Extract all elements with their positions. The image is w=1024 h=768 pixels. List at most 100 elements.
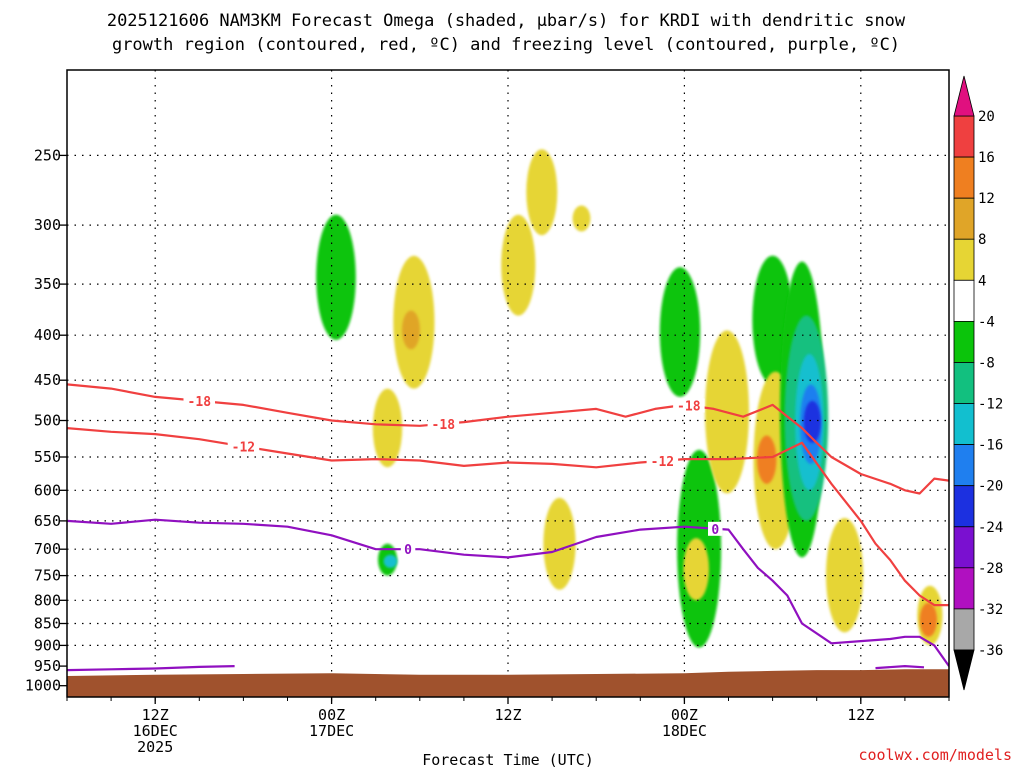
contour-label-bg-2-0: [400, 542, 416, 557]
y-tick-label-250: 250: [34, 146, 61, 164]
colorbar-label-4: 4: [978, 273, 986, 289]
colorbar-bin-9: [953, 485, 975, 528]
contour-label-bg-1-0: [227, 439, 260, 454]
colorbar-bin-10: [953, 526, 975, 569]
omega-region-24: [383, 554, 398, 568]
omega-region-19: [803, 400, 821, 443]
colorbar-label-8: -16: [978, 438, 1003, 454]
x-tick-label-18-1: 17DEC: [309, 722, 354, 740]
omega-region-7: [543, 497, 576, 590]
contour-label-2-1: 0: [711, 523, 719, 538]
contour-line-3: [67, 665, 235, 672]
plot-area: -18 -18 -18 -12 -12 0 0: [66, 69, 950, 698]
colorbar-label-7: -12: [978, 397, 1003, 413]
y-tick-label-950: 950: [34, 657, 61, 675]
chart-title-line1: 2025121606 NAM3KM Forecast Omega (shaded…: [107, 11, 906, 31]
colorbar-bin-1: [953, 156, 975, 199]
y-tick-label-300: 300: [34, 216, 61, 234]
colorbar-label-11: -28: [978, 561, 1003, 577]
omega-region-4: [526, 149, 558, 236]
colorbar-arrow-high: [953, 75, 975, 117]
colorbar-label-6: -8: [978, 356, 995, 372]
y-tick-label-800: 800: [34, 591, 61, 609]
contour-label-2-0: 0: [404, 543, 412, 558]
colorbar-arrow-low: [953, 649, 975, 691]
colorbar-label-1: 16: [978, 150, 995, 166]
omega-region-20: [826, 518, 864, 633]
contour-label-bg-0-0: [183, 393, 215, 408]
x-tick-label-42-0: 00Z: [671, 706, 698, 724]
colorbar-bin-7: [953, 403, 975, 445]
contour-label-bg-0-2: [673, 398, 705, 413]
colorbar-bin-12: [953, 608, 975, 651]
terrain-area: [67, 669, 949, 697]
omega-shading: [316, 149, 943, 648]
contour-labels: -18 -18 -18 -12 -12 0 0: [183, 393, 723, 558]
omega-region-3: [372, 388, 403, 468]
contour-label-bg-1-1: [646, 453, 679, 468]
chart-title-line2: growth region (contoured, red, ºC) and f…: [112, 35, 900, 55]
contour-label-0-1: -18: [432, 418, 456, 433]
x-tick-label-42-1: 18DEC: [662, 722, 707, 740]
colorbar-bin-6: [953, 362, 975, 404]
colorbar-label-13: -36: [978, 643, 1003, 659]
terrain: [67, 669, 949, 697]
contour-lines: [67, 383, 949, 672]
x-tick-label-54-0: 12Z: [847, 706, 874, 724]
omega-region-0: [316, 214, 356, 340]
contour-label-1-0: -12: [232, 440, 255, 455]
x-tick-label-6-1: 16DEC: [133, 722, 178, 740]
colorbar: 20 16 12 8 4 -4 -8 -12 -16 -20 -24 -28 -32 -36: [953, 75, 1003, 691]
y-tick-label-600: 600: [34, 481, 61, 499]
x-tick-label-18-0: 00Z: [318, 706, 345, 724]
contour-line-2: [67, 518, 949, 667]
x-tick-label-6-0: 12Z: [142, 706, 169, 724]
colorbar-label-9: -20: [978, 479, 1003, 495]
x-tick-label-6-2: 2025: [137, 738, 173, 756]
y-tick-label-400: 400: [34, 326, 61, 344]
y-tick-label-500: 500: [34, 412, 61, 430]
y-tick-label-350: 350: [34, 275, 61, 293]
colorbar-bin-0: [953, 115, 975, 158]
y-tick-label-550: 550: [34, 448, 61, 466]
colorbar-label-10: -24: [978, 520, 1003, 536]
omega-region-2: [402, 310, 420, 350]
x-tick-label-30-0: 12Z: [494, 706, 521, 724]
colorbar-label-5: -4: [978, 314, 995, 330]
omega-region-10: [683, 538, 709, 601]
credit-text: coolwx.com/models: [858, 746, 1012, 764]
colorbar-bin-8: [953, 444, 975, 487]
y-tick-label-700: 700: [34, 540, 61, 558]
y-tick-label-850: 850: [34, 615, 61, 633]
y-tick-label-1000: 1000: [25, 677, 61, 695]
colorbar-label-12: -32: [978, 602, 1003, 618]
contour-label-bg-0-1: [427, 416, 460, 431]
colorbar-label-0: 20: [978, 109, 995, 125]
omega-region-8: [659, 267, 701, 397]
y-axis: 250 300 350 400 450 500 550 600 650 700 750 800 850 9…: [25, 146, 67, 695]
contour-label-bg-2-1: [708, 521, 723, 536]
contour-line-0: [67, 383, 949, 495]
y-tick-label-450: 450: [34, 371, 61, 389]
contour-label-0-0: -18: [188, 395, 212, 410]
y-tick-label-650: 650: [34, 512, 61, 530]
y-tick-label-750: 750: [34, 567, 61, 585]
colorbar-label-3: 8: [978, 232, 986, 248]
contour-label-0-2: -18: [677, 400, 701, 415]
colorbar-bin-3: [953, 238, 975, 281]
y-tick-label-900: 900: [34, 636, 61, 654]
contour-line-4: [875, 664, 925, 670]
colorbar-bin-4: [953, 279, 975, 322]
omega-region-5: [501, 214, 536, 316]
omega-region-22: [919, 602, 938, 637]
colorbar-bin-11: [953, 567, 975, 610]
omega-region-6: [572, 205, 591, 232]
colorbar-bin-2: [953, 197, 975, 240]
x-axis-label: Forecast Time (UTC): [422, 751, 594, 768]
colorbar-label-2: 12: [978, 191, 995, 207]
contour-label-1-1: -12: [651, 455, 674, 470]
colorbar-bin-5: [953, 320, 975, 363]
omega-region-14: [757, 435, 777, 484]
